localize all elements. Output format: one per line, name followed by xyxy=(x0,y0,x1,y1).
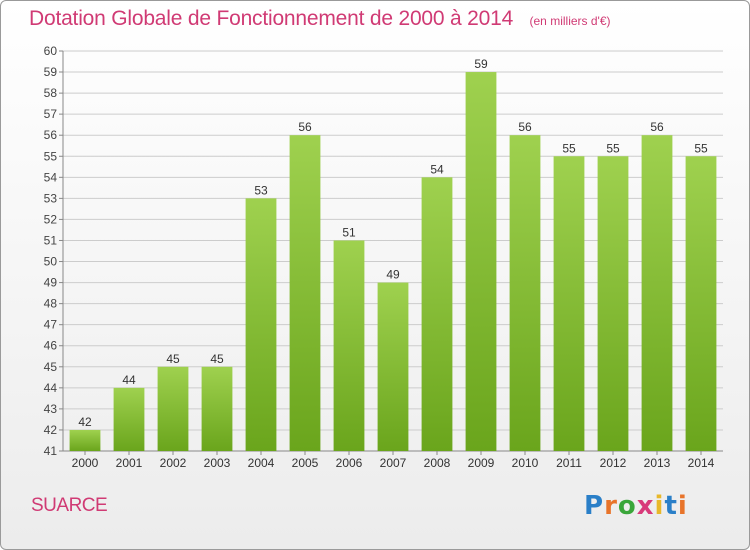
y-tick-label: 55 xyxy=(44,149,58,163)
data-label: 44 xyxy=(122,373,136,387)
x-tick-label: 2010 xyxy=(512,456,539,470)
bar-2010 xyxy=(509,135,541,452)
x-tick-label: 2009 xyxy=(468,456,495,470)
data-label: 45 xyxy=(210,352,224,366)
y-tick-label: 58 xyxy=(44,86,58,100)
logo-letter: o xyxy=(617,491,637,521)
proxiti-logo: Proxiti xyxy=(584,491,688,521)
y-tick-label: 44 xyxy=(44,381,58,395)
bar-2003 xyxy=(201,366,233,451)
x-tick-label: 2013 xyxy=(644,456,671,470)
data-label: 55 xyxy=(606,141,620,155)
y-tick-label: 59 xyxy=(44,65,58,79)
bar-2004 xyxy=(245,198,277,451)
y-tick-label: 60 xyxy=(44,44,58,58)
bar-2011 xyxy=(553,156,585,451)
y-tick-label: 47 xyxy=(44,318,58,332)
data-label: 45 xyxy=(166,352,180,366)
bar-2013 xyxy=(641,135,673,452)
bar-2009 xyxy=(465,72,497,451)
bar-2002 xyxy=(157,366,189,451)
data-label: 51 xyxy=(342,225,356,239)
y-tick-label: 41 xyxy=(44,444,58,458)
y-tick-label: 52 xyxy=(44,212,58,226)
x-tick-label: 2008 xyxy=(424,456,451,470)
data-label: 56 xyxy=(650,120,664,134)
bar-2012 xyxy=(597,156,629,451)
x-tick-label: 2012 xyxy=(600,456,627,470)
chart-subtitle: (en milliers d'€) xyxy=(529,14,611,28)
y-tick-labels: 41 42 43 44 45 46 47 48 49 50 51 52 53 54 55 56 57 58 59 60 xyxy=(44,44,58,458)
logo-letter: t xyxy=(664,491,678,521)
x-tick-label: 2007 xyxy=(380,456,407,470)
y-tick-label: 42 xyxy=(44,423,58,437)
x-tick-label: 2014 xyxy=(688,456,715,470)
x-tick-label: 2011 xyxy=(556,456,582,470)
bar-2006 xyxy=(333,240,365,451)
data-label: 55 xyxy=(694,141,708,155)
data-label: 56 xyxy=(298,120,312,134)
data-label: 53 xyxy=(254,183,268,197)
y-tick-label: 57 xyxy=(44,107,58,121)
bar-2000 xyxy=(69,429,101,451)
y-tick-label: 43 xyxy=(44,402,58,416)
x-tick-label: 2005 xyxy=(292,456,319,470)
data-label: 55 xyxy=(562,141,576,155)
y-tick-label: 54 xyxy=(44,170,58,184)
y-tick-label: 45 xyxy=(44,360,58,374)
bars xyxy=(69,72,717,452)
commune-name: SUARCE xyxy=(31,495,108,516)
y-tick-label: 49 xyxy=(44,276,58,290)
x-tick-label: 2000 xyxy=(72,456,99,470)
bar-2014 xyxy=(685,156,717,451)
bar-2001 xyxy=(113,387,145,451)
data-label: 59 xyxy=(474,57,488,71)
data-label: 56 xyxy=(518,120,532,134)
y-tick-label: 48 xyxy=(44,297,58,311)
bar-2007 xyxy=(377,282,409,451)
data-label: 42 xyxy=(78,415,92,429)
logo-letter: i xyxy=(677,491,688,521)
logo-letter: P xyxy=(584,491,605,521)
y-tick-label: 51 xyxy=(44,233,58,247)
x-tick-label: 2002 xyxy=(160,456,187,470)
data-label: 54 xyxy=(430,162,444,176)
x-tick-label: 2004 xyxy=(248,456,275,470)
y-tick-label: 56 xyxy=(44,128,58,142)
data-labels: 42 44 45 45 53 56 51 49 54 59 56 55 55 56 55 xyxy=(78,57,708,429)
logo-letter: x xyxy=(636,491,655,521)
chart-title: Dotation Globale de Fonctionnement de 20… xyxy=(29,7,514,30)
x-tick-labels: 2000 2001 2002 2003 2004 2005 2006 2007 2008 2009… xyxy=(72,456,715,470)
title-block: Dotation Globale de Fonctionnement de 20… xyxy=(29,7,611,31)
x-tick-label: 2001 xyxy=(116,456,143,470)
y-tick-label: 46 xyxy=(44,339,58,353)
logo-letter: r xyxy=(604,491,618,521)
bar-2005 xyxy=(289,135,321,452)
data-label: 49 xyxy=(386,268,400,282)
x-tick-label: 2006 xyxy=(336,456,363,470)
y-tick-label: 53 xyxy=(44,191,58,205)
bar-2008 xyxy=(421,177,453,451)
x-tick-label: 2003 xyxy=(204,456,231,470)
y-tick-label: 50 xyxy=(44,255,58,269)
logo-letter: i xyxy=(654,491,665,521)
